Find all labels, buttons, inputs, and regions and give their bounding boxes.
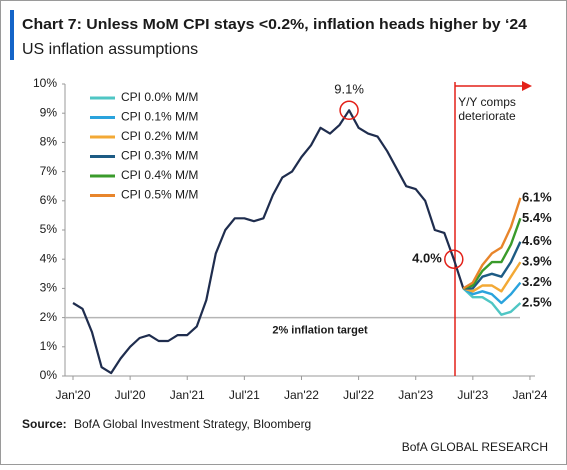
x-tick-label: Jan'24 [512, 388, 547, 402]
source-text: BofA Global Investment Strategy, Bloombe… [74, 417, 311, 431]
x-tick-label: Jul'21 [229, 388, 260, 402]
annotation-text: Y/Y comps [458, 95, 516, 109]
series-line [462, 197, 522, 290]
y-tick-label: 3% [40, 281, 58, 295]
series-line [462, 281, 522, 305]
y-tick-label: 10% [33, 76, 57, 90]
highlight-circle [339, 100, 359, 121]
y-tick-label: 8% [40, 135, 58, 149]
y-tick-label: 5% [40, 222, 58, 236]
highlight-circle [444, 249, 464, 269]
x-tick-label: Jan'22 [284, 388, 319, 402]
arrow-head [522, 81, 532, 91]
legend-label: CPI 0.0% M/M [121, 90, 198, 104]
data-label: 6.1% [522, 189, 552, 204]
data-label: 4.0% [412, 251, 442, 266]
data-label: 3.2% [522, 274, 552, 289]
data-label: 2.5% [522, 294, 552, 309]
x-tick-label: Jan'21 [170, 388, 205, 402]
y-tick-label: 2% [40, 310, 58, 324]
legend-label: CPI 0.5% M/M [121, 188, 198, 202]
data-label: 5.4% [522, 210, 552, 225]
y-tick-label: 1% [40, 339, 58, 353]
data-label: 9.1% [334, 82, 364, 97]
annotation-text: deteriorate [458, 109, 516, 123]
series-line [462, 261, 522, 293]
x-tick-label: Jan'20 [56, 388, 91, 402]
data-label: 4.6% [522, 233, 552, 248]
title-accent [10, 10, 14, 60]
target-label: 2% inflation target [272, 325, 368, 337]
series-line [463, 241, 522, 290]
y-tick-label: 9% [40, 105, 58, 119]
data-label: 3.9% [522, 254, 552, 269]
x-tick-label: Jul'23 [457, 388, 488, 402]
x-tick-label: Jan'23 [398, 388, 433, 402]
legend-label: CPI 0.4% M/M [121, 168, 198, 182]
legend-label: CPI 0.3% M/M [121, 149, 198, 163]
y-tick-label: 7% [40, 164, 58, 178]
series-line [72, 109, 465, 375]
y-tick-label: 6% [40, 193, 58, 207]
source-label: Source: [22, 417, 67, 431]
y-tick-label: 0% [40, 368, 58, 382]
x-tick-label: Jul'22 [343, 388, 374, 402]
series-line [462, 287, 522, 316]
series-line [462, 217, 522, 290]
legend-label: CPI 0.2% M/M [121, 129, 198, 143]
chart-title: Chart 7: Unless MoM CPI stays <0.2%, inf… [22, 16, 528, 33]
brand: BofA GLOBAL RESEARCH [402, 440, 548, 454]
y-tick-label: 4% [40, 251, 58, 265]
x-tick-label: Jul'20 [115, 388, 146, 402]
legend-label: CPI 0.1% M/M [121, 110, 198, 124]
chart-subtitle: US inflation assumptions [22, 41, 198, 58]
